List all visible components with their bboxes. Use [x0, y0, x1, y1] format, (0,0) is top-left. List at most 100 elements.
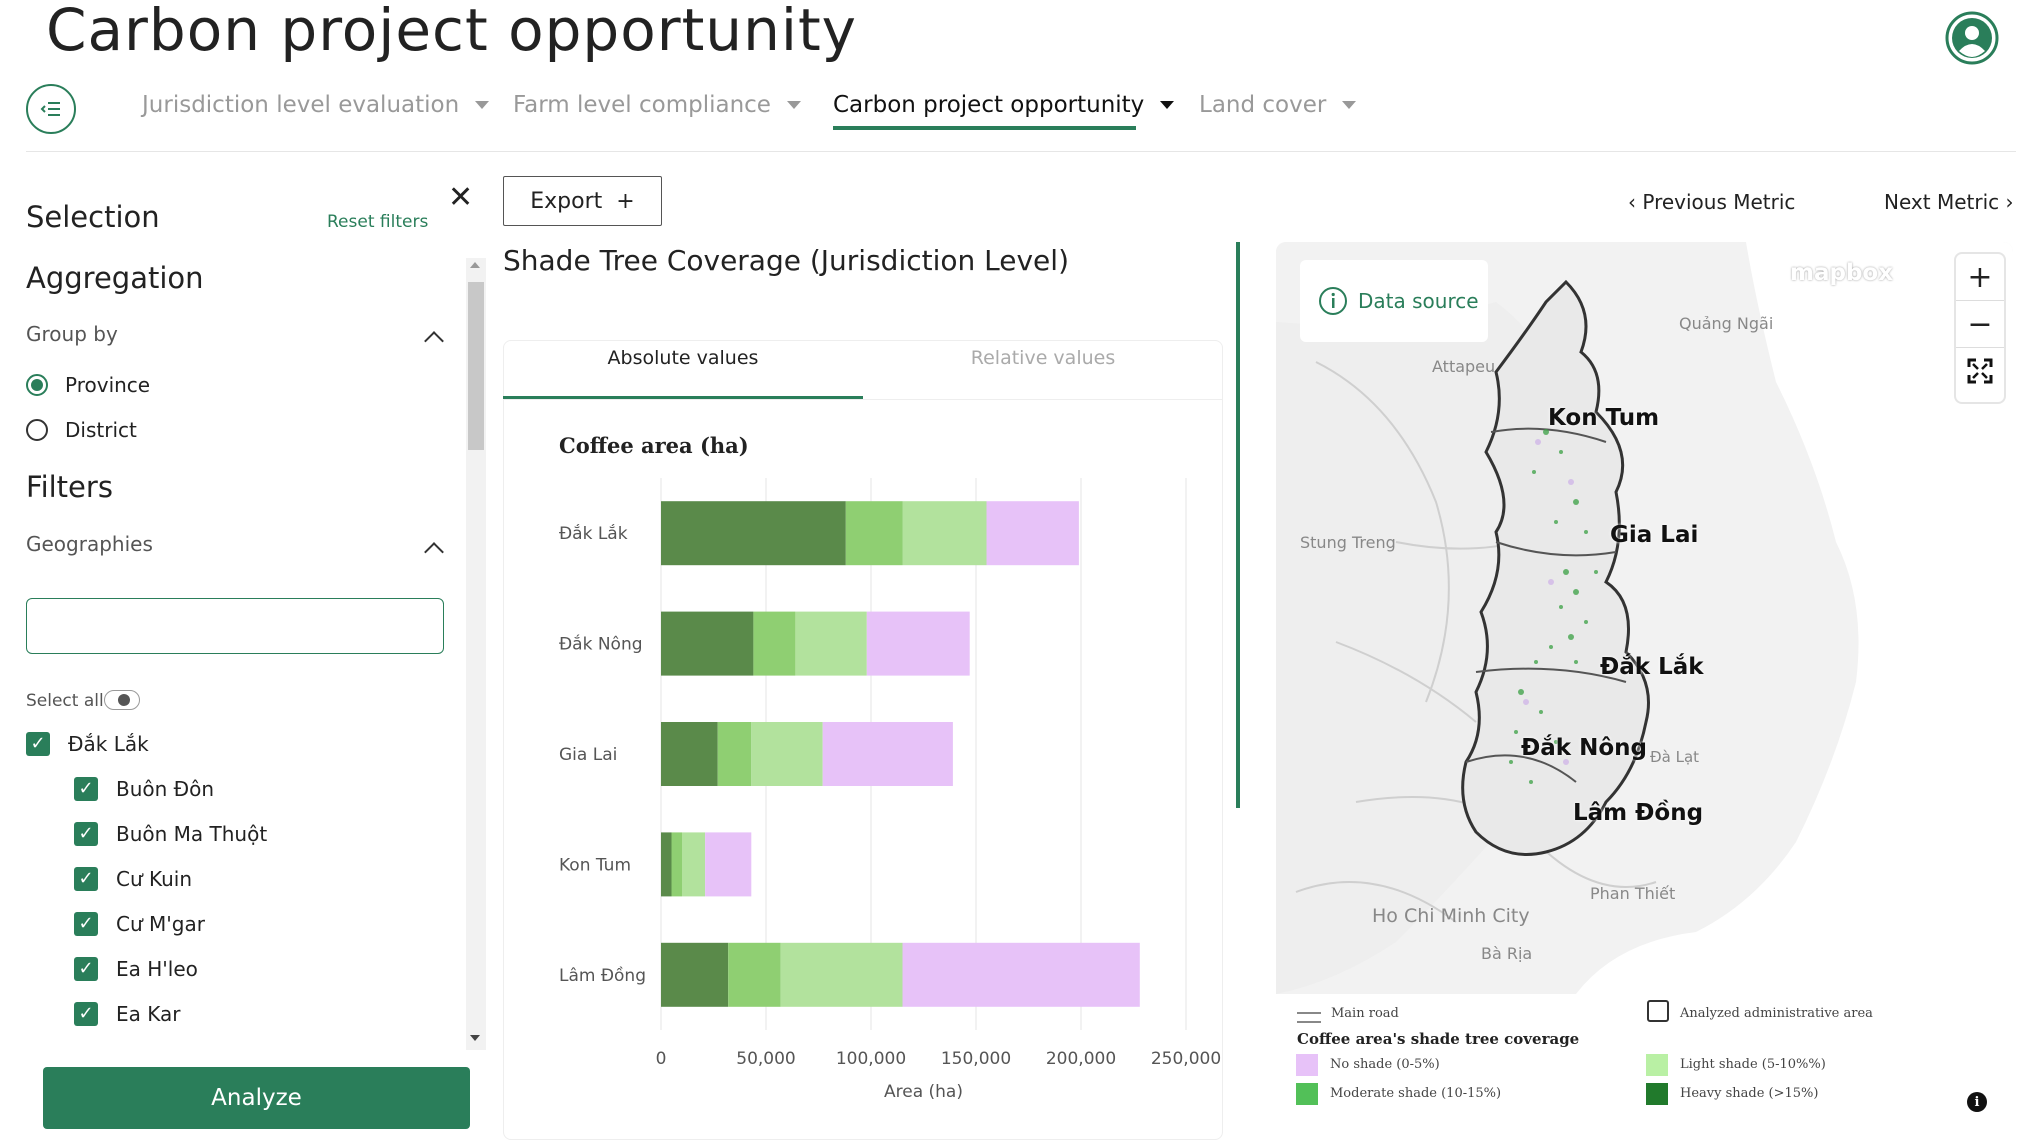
bar-segment-light	[751, 722, 823, 786]
export-button[interactable]: Export +	[503, 176, 662, 226]
main-road-swatch	[1297, 1012, 1321, 1023]
checkbox-district[interactable]: ✓ Buôn Ma Thuột	[74, 822, 267, 846]
bar-segment-light	[780, 942, 903, 1007]
chevron-up-icon[interactable]	[424, 542, 444, 562]
checkbox-district[interactable]: ✓ Buôn Đôn	[74, 777, 214, 801]
legend-label: No shade (0-5%)	[1330, 1057, 1440, 1072]
category-label: Kon Tum	[559, 855, 631, 875]
map-label-da-lat: Đà Lạt	[1650, 748, 1700, 766]
tab-divider	[503, 399, 1223, 400]
radio-button[interactable]	[26, 419, 48, 441]
header-divider	[26, 151, 2016, 152]
checkbox-checked-icon[interactable]: ✓	[74, 867, 98, 891]
bar-segment-heavy	[661, 942, 729, 1007]
map-label-stung-treng: Stung Treng	[1300, 533, 1396, 552]
checkbox-district[interactable]: ✓ Ea Kar	[74, 1002, 181, 1026]
zoom-out-button[interactable]: −	[1967, 306, 1993, 342]
sidebar-scrollbar[interactable]	[466, 258, 486, 1050]
bar-segment-heavy	[661, 832, 672, 897]
control-divider	[1956, 347, 2004, 348]
legend-main-road: Main road	[1331, 1006, 1399, 1021]
bar-segment-moderate	[753, 611, 796, 676]
bar-segment-light	[682, 832, 706, 897]
radio-district[interactable]: District	[26, 418, 137, 442]
map-label-quang-ngai: Quảng Ngãi	[1679, 314, 1774, 333]
legend-swatch-light-shade	[1646, 1054, 1668, 1076]
chevron-left-icon: ‹	[1628, 190, 1643, 214]
x-axis-label: Area (ha)	[884, 1082, 963, 1102]
nav-tab-jurisdiction[interactable]: Jurisdiction level evaluation	[142, 92, 490, 118]
previous-metric-button[interactable]: ‹ Previous Metric	[1628, 190, 1795, 214]
next-metric-button[interactable]: Next Metric ›	[1884, 190, 2014, 214]
legend-swatch-heavy-shade	[1646, 1083, 1668, 1105]
legend-swatch-no-shade	[1296, 1054, 1318, 1076]
nav-tab-carbon[interactable]: Carbon project opportunity	[833, 92, 1175, 118]
analyze-button[interactable]: Analyze	[43, 1067, 470, 1129]
shade-coverage-bar-chart: Coffee area (ha) 0 50,000 100,000 150,000 200…	[559, 433, 1221, 1102]
caret-down-icon	[1342, 101, 1357, 109]
checkbox-district[interactable]: ✓ Cư Kuin	[74, 867, 192, 891]
bar-segment-none	[866, 611, 970, 676]
bar-segment-moderate	[845, 501, 903, 566]
group-by-label: Group by	[26, 322, 118, 346]
collapse-menu-icon	[40, 102, 60, 116]
checkbox-label: Cư M'gar	[116, 912, 205, 936]
nav-tab-farm[interactable]: Farm level compliance	[513, 92, 801, 118]
x-tick-label: 150,000	[941, 1049, 1011, 1069]
map-legend	[1276, 994, 2013, 1137]
tab-relative-values[interactable]: Relative values	[970, 347, 1116, 369]
map-label-dak-nong: Đắk Nông	[1521, 735, 1647, 761]
fullscreen-button[interactable]	[1956, 348, 2004, 394]
tab-absolute-values[interactable]: Absolute values	[607, 347, 759, 369]
bar-segment-light	[902, 501, 987, 566]
x-tick-label: 250,000	[1151, 1049, 1221, 1069]
data-source-button[interactable]: Data source	[1300, 260, 1488, 342]
geography-search-input[interactable]	[26, 598, 444, 654]
checkbox-label: Buôn Đôn	[116, 777, 215, 801]
nav-tab-label: Jurisdiction level evaluation	[142, 92, 460, 118]
checkbox-province[interactable]: ✓ Đắk Lắk	[26, 732, 149, 756]
x-tick-label: 0	[656, 1049, 667, 1069]
aggregation-heading: Aggregation	[26, 261, 204, 295]
select-all-toggle[interactable]	[104, 690, 140, 710]
fullscreen-icon	[1967, 358, 1993, 384]
radio-button[interactable]	[26, 374, 48, 396]
panel-divider	[1236, 242, 1240, 808]
checkbox-checked-icon[interactable]: ✓	[74, 957, 98, 981]
checkbox-checked-icon[interactable]: ✓	[74, 1002, 98, 1026]
legend-label: Moderate shade (10-15%)	[1330, 1086, 1502, 1101]
plus-icon: +	[616, 188, 635, 214]
sidebar-toggle-button[interactable]	[26, 84, 76, 134]
checkbox-checked-icon[interactable]: ✓	[74, 822, 98, 846]
radio-province[interactable]: Province	[26, 373, 150, 397]
map-label-ba-ria: Bà Rịa	[1481, 944, 1533, 963]
mapbox-logo[interactable]: mapbox	[1790, 260, 1894, 286]
nav-tab-label: Farm level compliance	[513, 92, 771, 118]
checkbox-checked-icon[interactable]: ✓	[74, 777, 98, 801]
bar-segment-light	[795, 611, 867, 676]
caret-down-icon	[475, 101, 490, 109]
chevron-up-icon[interactable]	[424, 331, 444, 351]
close-sidebar-icon[interactable]: ✕	[448, 180, 474, 215]
scrollbar-thumb[interactable]	[468, 282, 484, 450]
checkbox-checked-icon[interactable]: ✓	[26, 732, 50, 756]
checkbox-checked-icon[interactable]: ✓	[74, 912, 98, 936]
category-label: Gia Lai	[559, 745, 617, 765]
checkbox-district[interactable]: ✓ Ea H'leo	[74, 957, 198, 981]
scroll-up-arrow-icon[interactable]	[470, 262, 480, 268]
checkbox-district[interactable]: ✓ Cư M'gar	[74, 912, 205, 936]
map-zoom-controls: + −	[1956, 254, 2004, 402]
bar-segment-moderate	[717, 722, 752, 786]
nav-tab-land-cover[interactable]: Land cover	[1199, 92, 1357, 118]
map-info-icon[interactable]: i	[1967, 1092, 1987, 1112]
map-view[interactable]	[1276, 242, 2013, 994]
previous-metric-label: Previous Metric	[1642, 190, 1796, 214]
bar-segment-none	[822, 722, 953, 786]
geographies-label: Geographies	[26, 532, 153, 556]
reset-filters-link[interactable]: Reset filters	[327, 212, 429, 232]
chart-section-title: Shade Tree Coverage (Jurisdiction Level)	[503, 244, 1069, 277]
bar-segment-heavy	[661, 722, 718, 786]
scroll-down-arrow-icon[interactable]	[470, 1035, 480, 1041]
zoom-in-button[interactable]: +	[1967, 259, 1993, 295]
user-account-icon[interactable]	[1944, 10, 2000, 66]
